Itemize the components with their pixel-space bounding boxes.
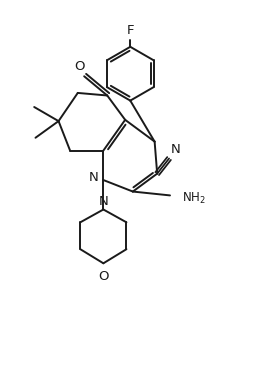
- Text: F: F: [126, 24, 134, 37]
- Text: NH$_2$: NH$_2$: [182, 191, 205, 206]
- Text: N: N: [99, 195, 108, 208]
- Text: O: O: [98, 271, 109, 284]
- Text: O: O: [74, 60, 85, 73]
- Text: N: N: [89, 172, 99, 184]
- Text: N: N: [171, 143, 181, 156]
